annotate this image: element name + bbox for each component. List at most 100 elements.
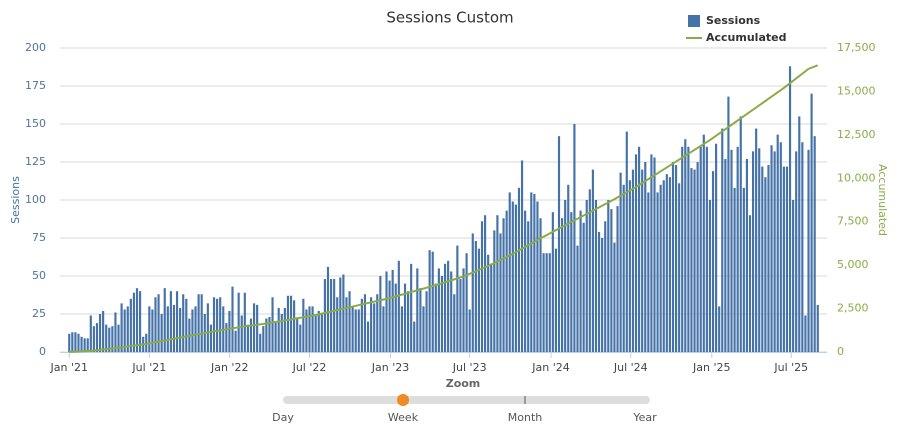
bar [644, 162, 647, 352]
bar [671, 162, 675, 352]
bar [86, 338, 89, 352]
zoom-handle[interactable] [397, 394, 409, 406]
bar [554, 248, 558, 352]
bar [641, 169, 644, 352]
bar [751, 151, 755, 352]
bar [191, 309, 194, 352]
bar [108, 327, 111, 352]
zoom-option[interactable]: Year [632, 411, 657, 424]
bar [280, 314, 283, 352]
bar [622, 184, 625, 352]
bar [403, 283, 407, 352]
bar [117, 324, 120, 352]
bar [610, 209, 613, 352]
bar [696, 162, 699, 352]
bar [135, 288, 139, 352]
bar [410, 263, 413, 352]
bar [613, 242, 616, 352]
y2-tick-label: 0 [837, 345, 844, 358]
bar [326, 266, 330, 352]
bar [693, 169, 696, 352]
bar [434, 283, 437, 352]
bar [557, 136, 561, 352]
bar [74, 332, 77, 352]
bar [788, 66, 792, 353]
bar [179, 307, 182, 352]
legend-swatch [688, 15, 700, 27]
bar [237, 292, 240, 352]
bar [490, 263, 493, 352]
bar [810, 93, 813, 352]
bar [95, 323, 99, 352]
bar [209, 324, 213, 352]
zoom-option[interactable]: Week [388, 411, 419, 424]
bar [323, 279, 326, 352]
bar [813, 136, 816, 352]
bar [468, 309, 471, 352]
bar [733, 187, 736, 352]
bar [317, 310, 320, 352]
bar [308, 306, 311, 352]
y-tick-label: 175 [25, 79, 46, 92]
bar [724, 158, 727, 352]
bar [782, 166, 785, 352]
bar [139, 291, 142, 352]
zoom-option[interactable]: Day [272, 411, 294, 424]
bar [160, 314, 163, 352]
bar [172, 304, 176, 352]
bar [114, 312, 117, 352]
bar [508, 192, 511, 352]
bar [416, 268, 419, 352]
bar [477, 248, 481, 352]
y-tick-label: 0 [39, 345, 46, 358]
bar [634, 154, 638, 352]
bar [431, 251, 434, 352]
bar [268, 317, 271, 352]
y-tick-label: 75 [32, 231, 46, 244]
bar [265, 318, 268, 352]
bar [151, 309, 154, 352]
bar [801, 142, 804, 352]
bar [548, 253, 551, 352]
bar [742, 187, 745, 352]
bar [363, 294, 367, 352]
bar [755, 128, 758, 352]
bar [154, 297, 157, 352]
bar [499, 233, 502, 352]
y2-tick-label: 12,500 [837, 128, 876, 141]
bar [727, 96, 730, 352]
zoom-track [283, 396, 650, 404]
bar [102, 310, 105, 352]
bar [339, 277, 342, 352]
bar [585, 200, 588, 352]
bar [493, 230, 496, 352]
bar [453, 294, 456, 352]
bar [628, 180, 631, 352]
bar [573, 124, 576, 352]
y2-tick-label: 5,000 [837, 258, 869, 271]
bar [795, 151, 798, 352]
bar [785, 166, 789, 352]
bar [798, 116, 801, 353]
bar [406, 291, 410, 352]
bar [252, 303, 256, 352]
bar [730, 149, 733, 352]
bar [594, 200, 598, 352]
bar [68, 333, 71, 352]
bar [212, 297, 216, 352]
bar [83, 338, 86, 352]
bar [440, 276, 444, 352]
x-tick-label: Jan '22 [210, 361, 248, 374]
bar [576, 245, 579, 352]
bar [228, 310, 231, 352]
bar [357, 309, 360, 352]
y2-axis-title: Accumulated [876, 164, 889, 236]
bar [748, 215, 752, 352]
bar [333, 279, 336, 352]
bar [437, 268, 440, 352]
bar [240, 315, 243, 352]
bar [400, 306, 403, 352]
bar [394, 283, 397, 352]
zoom-option[interactable]: Month [508, 411, 543, 424]
y-tick-label: 25 [32, 307, 46, 320]
